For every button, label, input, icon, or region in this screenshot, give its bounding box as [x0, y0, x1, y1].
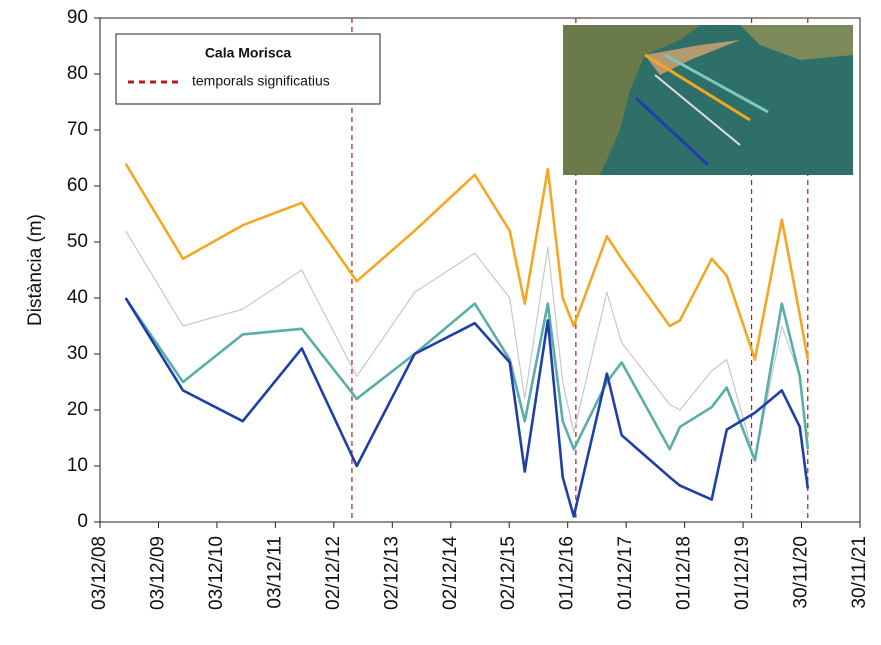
photo-land: [740, 25, 853, 60]
x-tick-label: 03/12/11: [264, 536, 285, 609]
x-tick-label: 01/12/19: [732, 536, 753, 610]
x-tick-label: 30/11/20: [791, 536, 812, 609]
y-tick-label: 60: [67, 175, 88, 196]
y-tick-label: 20: [67, 399, 88, 420]
y-tick-label: 50: [67, 231, 88, 252]
photo-transect: [634, 96, 710, 167]
x-tick-label: 02/12/14: [440, 536, 461, 610]
data-line: [125, 230, 809, 461]
y-tick-label: 80: [67, 63, 88, 84]
x-tick-label: 03/12/10: [206, 536, 227, 610]
y-tick-label: 70: [67, 119, 88, 140]
photo-transect: [664, 53, 769, 114]
x-tick-label: 03/12/09: [147, 536, 168, 610]
legend-title: Cala Morisca: [205, 45, 292, 61]
photo-transect: [644, 53, 751, 122]
y-tick-label: 0: [77, 511, 88, 532]
x-tick-label: 02/12/15: [498, 536, 519, 610]
data-line: [124, 297, 810, 518]
y-tick-label: 40: [67, 287, 88, 308]
x-tick-label: 01/12/17: [615, 536, 636, 610]
y-axis-label: Distància (m): [25, 214, 46, 326]
x-tick-label: 01/12/16: [557, 536, 578, 610]
x-tick-label: 02/12/13: [381, 536, 402, 610]
data-line: [124, 162, 810, 361]
x-tick-label: 03/12/08: [89, 536, 110, 610]
legend: Cala Morisca temporals significatius: [115, 33, 381, 105]
y-tick-label: 10: [67, 455, 88, 476]
y-tick-label: 30: [67, 343, 88, 364]
photo-transect: [654, 74, 741, 146]
photo-land: [563, 25, 700, 175]
x-tick-label: 02/12/12: [323, 536, 344, 610]
plot-frame: [99, 17, 861, 523]
x-tick-label: 01/12/18: [674, 536, 695, 610]
inset-photo: [563, 25, 853, 175]
legend-label: temporals significatius: [192, 73, 330, 89]
data-line: [124, 297, 810, 462]
photo-beach: [645, 40, 740, 75]
y-tick-label: 90: [67, 7, 88, 28]
x-tick-label: 30/11/21: [849, 536, 870, 609]
legend-box: [115, 33, 381, 105]
